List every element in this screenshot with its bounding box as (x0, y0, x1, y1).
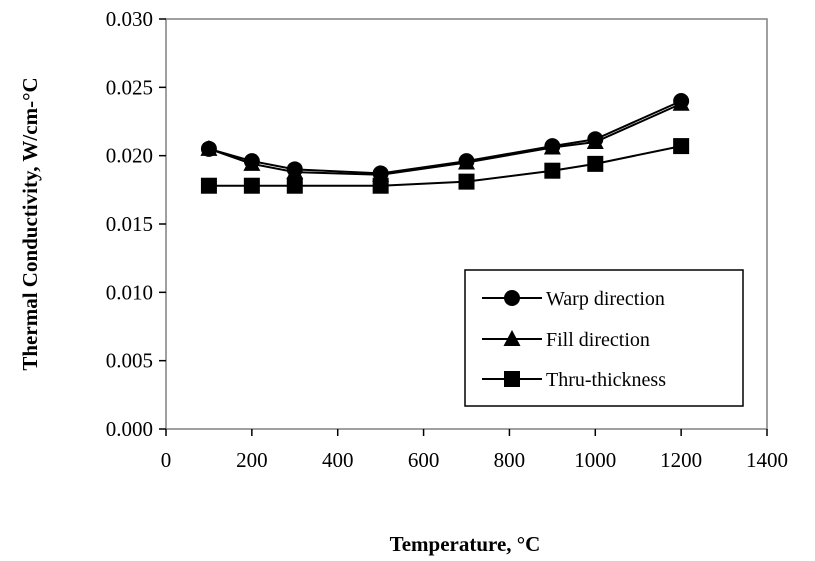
y-axis: 0.000 0.005 0.010 0.015 0.020 0.025 0.030 (106, 7, 166, 441)
legend-marker-warp-direction (504, 290, 520, 306)
legend-label-fill-direction: Fill direction (546, 329, 650, 351)
legend-marker-fill-direction (503, 330, 521, 346)
x-tick-label: 1000 (574, 448, 616, 472)
y-tick-label: 0.030 (106, 7, 153, 31)
legend-marker-thru-thickness (504, 371, 520, 387)
data-point-thru-thickness (673, 138, 690, 155)
data-point-fill-direction (286, 163, 304, 180)
data-point-fill-direction (543, 138, 561, 155)
x-axis-title: Temperature, °C (390, 532, 541, 556)
x-tick-label: 800 (494, 448, 526, 472)
y-tick-label: 0.015 (106, 212, 153, 236)
data-point-thru-thickness (372, 177, 389, 194)
data-point-thru-thickness (243, 177, 260, 194)
x-tick-label: 200 (236, 448, 268, 472)
y-tick-label: 0.000 (106, 417, 153, 441)
x-tick-label: 0 (161, 448, 172, 472)
x-tick-label: 1200 (660, 448, 702, 472)
data-point-fill-direction (243, 154, 261, 171)
data-point-fill-direction (586, 133, 604, 149)
data-point-thru-thickness (458, 173, 475, 190)
x-axis: 0 200 400 600 800 1000 1200 1400 (161, 429, 788, 472)
data-point-thru-thickness (200, 177, 217, 194)
data-point-thru-thickness (286, 177, 303, 194)
data-point-fill-direction (200, 139, 218, 156)
series-layer (200, 93, 690, 194)
data-point-thru-thickness (587, 155, 604, 172)
y-axis-title: Thermal Conductivity, W/cm-°C (18, 77, 42, 370)
legend: Warp direction Fill direction Thru-thickne… (464, 269, 744, 407)
y-tick-label: 0.020 (106, 144, 153, 168)
x-tick-label: 600 (408, 448, 440, 472)
series-line-fill-direction (208, 102, 682, 176)
data-point-fill-direction (458, 153, 475, 170)
legend-label-warp-direction: Warp direction (546, 288, 665, 310)
x-tick-label: 1400 (746, 448, 788, 472)
x-tick-label: 400 (322, 448, 354, 472)
data-point-fill-direction (672, 94, 690, 111)
y-tick-label: 0.005 (106, 349, 153, 373)
y-tick-label: 0.010 (106, 280, 153, 304)
y-tick-label: 0.025 (106, 75, 153, 99)
legend-label-thru-thickness: Thru-thickness (546, 369, 666, 391)
data-point-thru-thickness (544, 162, 561, 179)
series-line-warp-direction (208, 100, 682, 175)
